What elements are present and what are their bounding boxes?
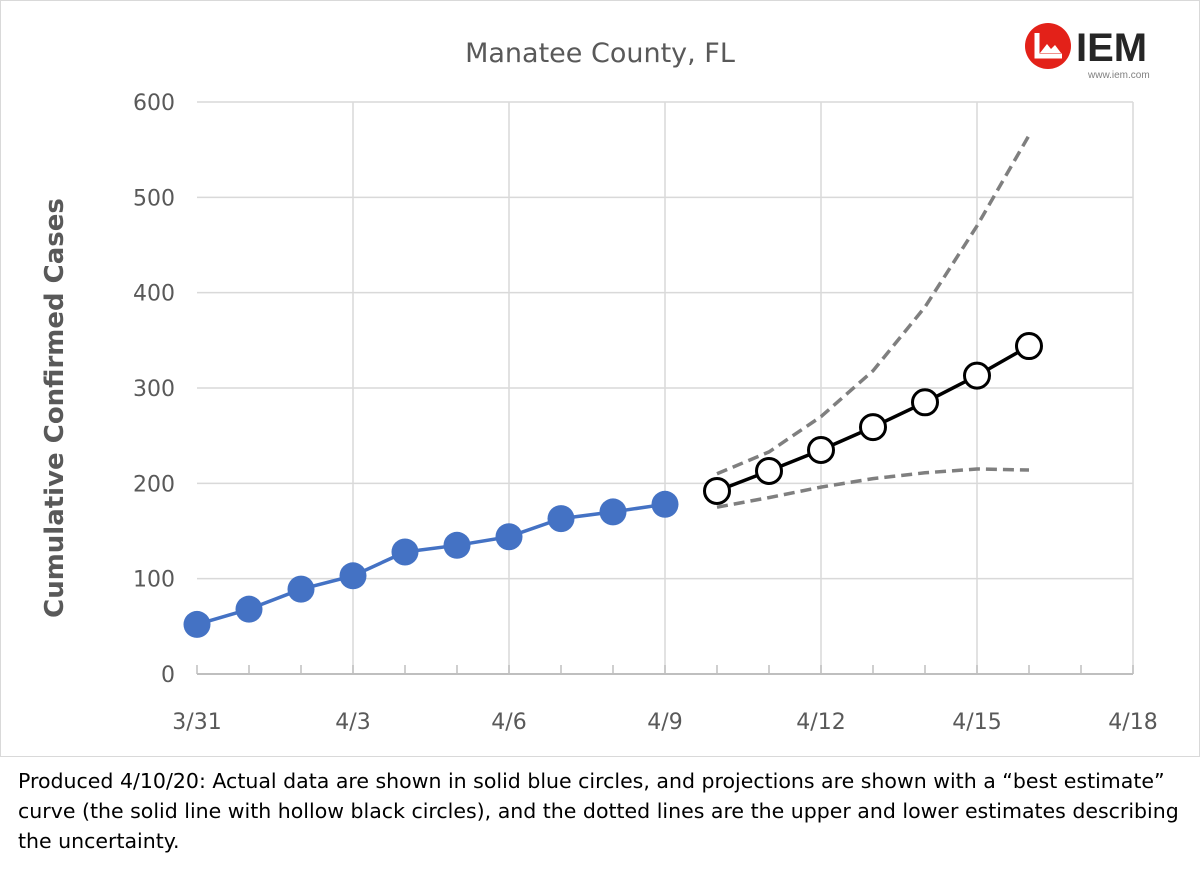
y-tick-label: 200 (133, 472, 175, 497)
grid (197, 101, 1134, 674)
y-tick-label: 400 (133, 282, 175, 307)
x-tick-label: 4/9 (647, 710, 682, 735)
actual-point (339, 562, 367, 590)
best-estimate-point (859, 413, 887, 442)
actual-point (651, 490, 679, 518)
plot-area (183, 134, 1043, 638)
actual-point (443, 531, 471, 559)
actual-point (599, 498, 627, 526)
y-tick-label: 0 (161, 663, 175, 688)
best-estimate-point (807, 435, 835, 464)
actual-point (547, 505, 575, 533)
upper-estimate-line (716, 134, 1031, 476)
logo-text: IEM (1076, 26, 1147, 70)
x-tick-label: 4/3 (335, 710, 370, 735)
x-axis (196, 665, 1134, 675)
actual-point (235, 595, 263, 623)
chart-title: Manatee County, FL (465, 38, 735, 69)
actual-point (495, 523, 523, 551)
x-tick-label: 4/18 (1108, 710, 1157, 735)
x-tick-label: 4/6 (491, 710, 526, 735)
y-axis-tick-labels: 0 100 200 300 400 500 600 (133, 91, 175, 688)
iem-logo: IEM www.iem.com (1025, 23, 1150, 81)
actual-point (183, 610, 211, 638)
best-estimate-point (963, 361, 991, 390)
y-tick-label: 300 (133, 377, 175, 402)
best-estimate-point (755, 456, 783, 485)
x-tick-label: 4/12 (796, 710, 845, 735)
best-estimate-point (703, 476, 731, 505)
actual-point (391, 538, 419, 566)
x-tick-label: 3/31 (172, 710, 221, 735)
y-tick-label: 500 (133, 186, 175, 211)
chart: Manatee County, FL Cumulative Confirmed … (40, 23, 1158, 735)
actual-point (287, 575, 315, 603)
x-axis-tick-labels: 3/31 4/3 4/6 4/9 4/12 4/15 4/18 (172, 710, 1157, 735)
best-estimate-point (1015, 332, 1043, 361)
logo-mark-stroke (1034, 33, 1062, 59)
best-estimate-point (911, 388, 939, 417)
lower-estimate-line (716, 467, 1030, 509)
logo-mountain-icon (1040, 44, 1061, 53)
actual-line (196, 502, 666, 627)
caption: Produced 4/10/20: Actual data are shown … (18, 769, 1179, 853)
y-tick-label: 600 (133, 91, 175, 116)
logo-url: www.iem.com (1087, 70, 1150, 81)
x-tick-label: 4/15 (952, 710, 1001, 735)
y-axis-title: Cumulative Confirmed Cases (40, 198, 70, 618)
y-tick-label: 100 (133, 568, 175, 593)
